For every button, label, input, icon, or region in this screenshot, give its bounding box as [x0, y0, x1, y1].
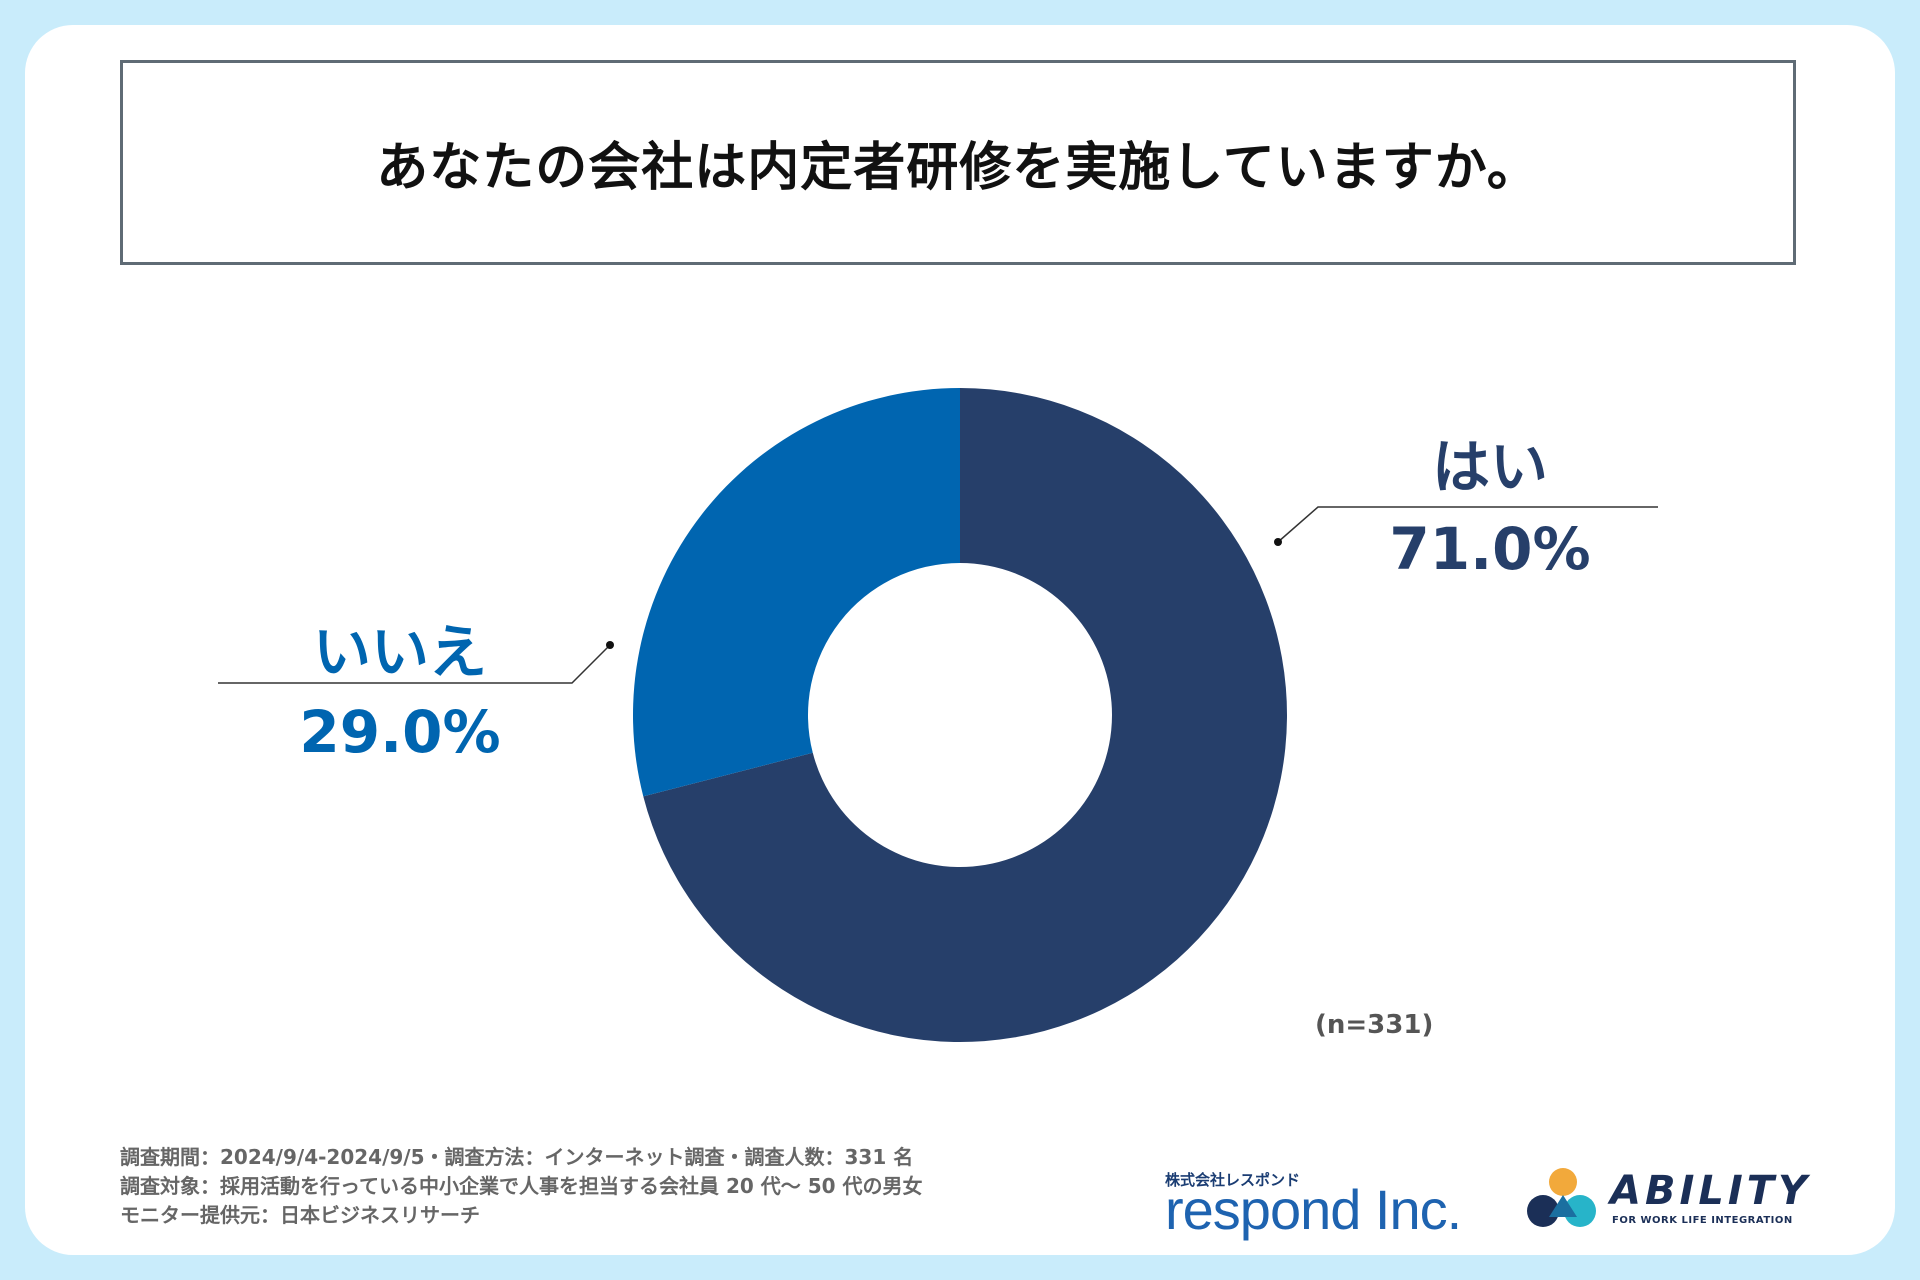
ability-logo-icon — [1527, 1168, 1596, 1227]
leader-no-dot — [606, 641, 614, 649]
note-provider: モニター提供元：日本ビジネスリサーチ — [120, 1203, 480, 1227]
value-no: 29.0% — [299, 698, 501, 766]
slice-yes — [643, 388, 1287, 1043]
note-target: 調査対象：採用活動を行っている中小企業で人事を担当する会社員 20 代〜 50 … — [120, 1174, 923, 1198]
leader-no-line — [218, 644, 611, 684]
label-no: いいえ — [312, 618, 487, 686]
ability-logo: ABILITY FOR WORK LIFE INTEGRATION — [1525, 1165, 1807, 1235]
sample-size: (n=331) — [1315, 1010, 1434, 1040]
ability-logo-name: ABILITY — [1610, 1168, 1811, 1214]
value-yes: 71.0% — [1389, 515, 1591, 583]
note-period: 調査期間：2024/9/4-2024/9/5・調査方法：インターネット調査・調査… — [120, 1145, 914, 1169]
leader-yes-line — [1277, 506, 1658, 543]
respond-logo-main: respond Inc. — [1165, 1178, 1462, 1241]
chart-title: あなたの会社は内定者研修を実施していますか。 — [376, 138, 1540, 198]
label-yes: はい — [1431, 433, 1548, 501]
slice-no — [633, 388, 960, 797]
ability-logo-tag: FOR WORK LIFE INTEGRATION — [1612, 1215, 1793, 1226]
respond-logo-sub: 株式会社レスポンド — [1165, 1171, 1301, 1189]
survey-notes: 調査期間：2024/9/4-2024/9/5・調査方法：インターネット調査・調査… — [120, 1143, 923, 1230]
leader-yes-dot — [1274, 538, 1282, 546]
title-box: あなたの会社は内定者研修を実施していますか。 — [120, 60, 1796, 265]
